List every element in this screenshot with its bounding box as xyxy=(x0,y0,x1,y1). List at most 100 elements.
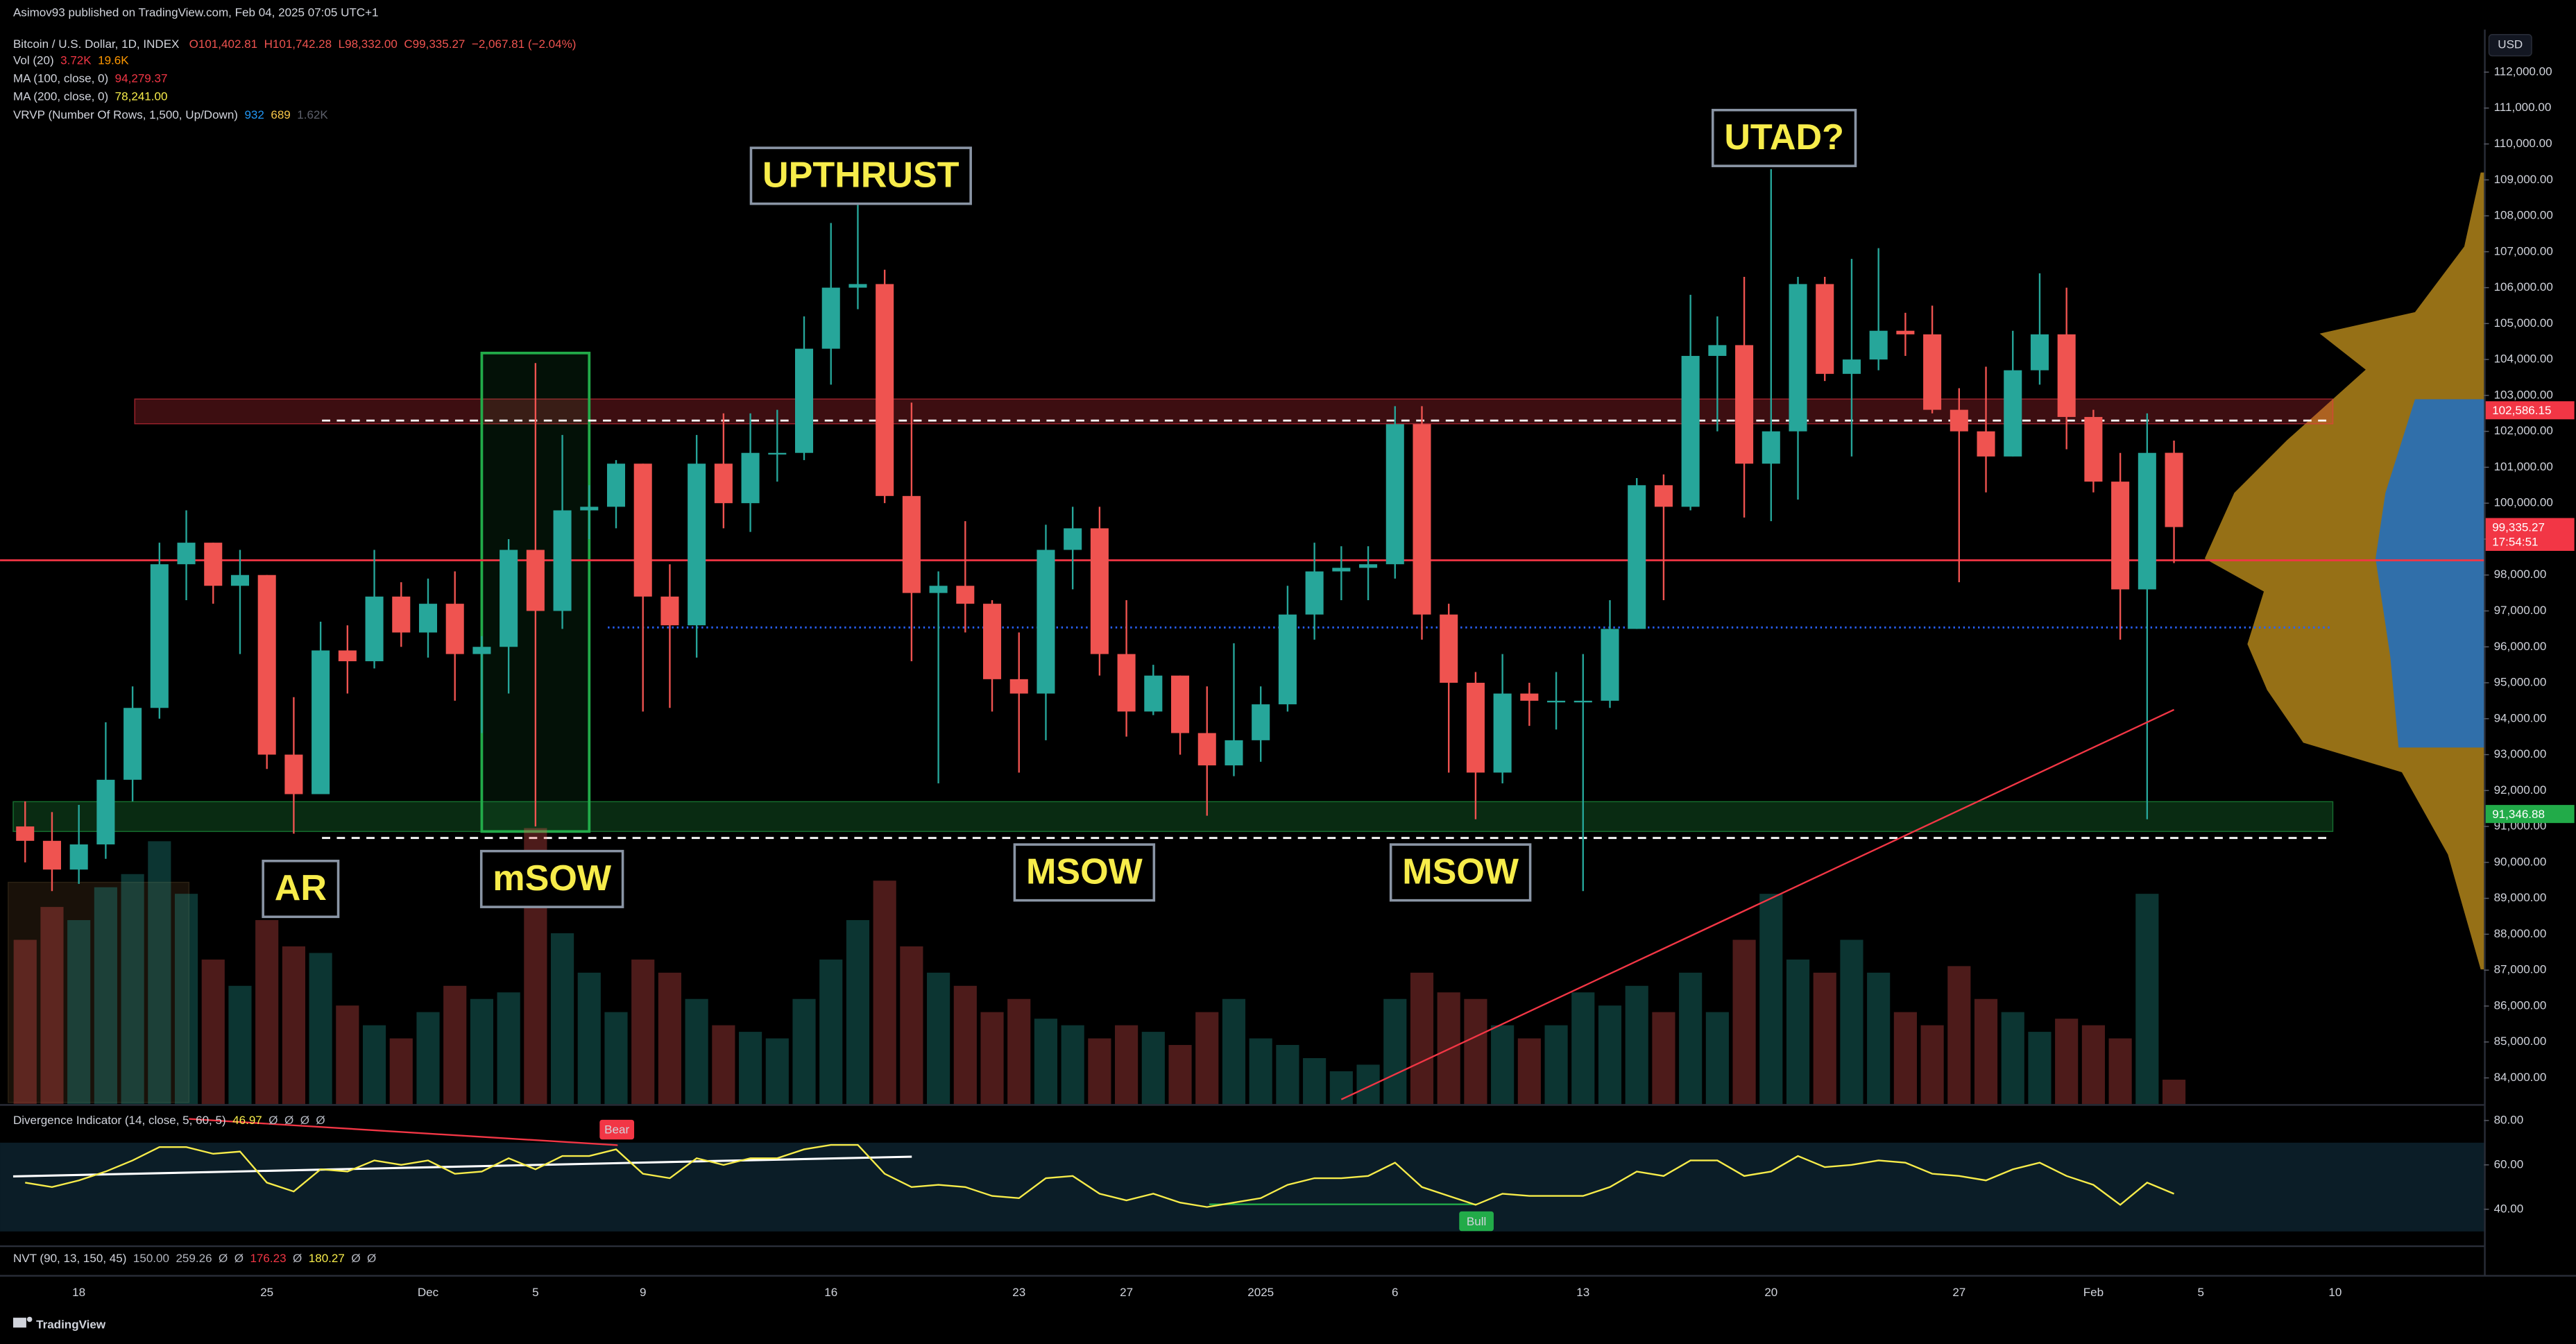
candle-body xyxy=(1440,614,1458,683)
y-tick-label: 95,000.00 xyxy=(2494,676,2547,689)
candle-body xyxy=(1869,330,1888,360)
candle-body xyxy=(956,586,975,604)
volume-bar xyxy=(2081,1025,2105,1105)
volume-bar xyxy=(1168,1045,1192,1105)
annotation: AR xyxy=(275,868,327,908)
candle-body xyxy=(794,348,814,453)
study-value: 259.26 xyxy=(176,1251,212,1264)
candle-body xyxy=(1789,284,1807,432)
oscillator-legend: Divergence Indicator (14, close, 5, 60, … xyxy=(13,1113,325,1126)
volume-bar xyxy=(1544,1025,1568,1105)
study-value: 176.23 xyxy=(250,1251,286,1264)
axes: 84,000.00 85,000.00 86,000.00 87,000.00 88,0… xyxy=(72,65,2575,1299)
x-tick-label: Feb xyxy=(2083,1286,2104,1299)
y-tick-label: 93,000.00 xyxy=(2494,747,2547,760)
annotation: MSOW xyxy=(1402,852,1519,892)
study-value: 19.6K xyxy=(98,53,129,67)
volume-bar xyxy=(550,933,574,1105)
annotation: UPTHRUST xyxy=(762,155,959,196)
annotation: MSOW xyxy=(1026,852,1143,892)
candle-body xyxy=(1009,679,1028,694)
volume-bar xyxy=(953,985,977,1105)
study-value: 46.97 xyxy=(232,1113,262,1126)
study-value: 94,279.37 xyxy=(115,71,168,85)
y-tick-label: 40.00 xyxy=(2494,1202,2524,1215)
y-tick-label: 87,000.00 xyxy=(2494,963,2547,976)
candle-body xyxy=(526,550,545,611)
y-tick-label: 104,000.00 xyxy=(2494,352,2553,366)
volume-bar xyxy=(900,946,923,1105)
candle-body xyxy=(902,495,921,593)
y-tick-label: 107,000.00 xyxy=(2494,244,2553,257)
y-tick-label: 101,000.00 xyxy=(2494,460,2553,473)
candle-body xyxy=(16,826,35,841)
candle-body xyxy=(633,463,652,597)
candle-body xyxy=(230,575,249,586)
candle-body xyxy=(1197,733,1216,766)
y-tick-label: 100,000.00 xyxy=(2494,496,2553,509)
candle-body xyxy=(1252,704,1270,740)
x-tick-label: 5 xyxy=(2198,1286,2204,1299)
volume-bar xyxy=(2135,894,2159,1105)
annotation: mSOW xyxy=(493,858,612,899)
candle-body xyxy=(257,575,276,755)
study-value: 78,241.00 xyxy=(115,90,168,103)
candle-body xyxy=(1520,693,1539,701)
zone xyxy=(134,398,2334,425)
volume-bar xyxy=(1652,1012,1675,1105)
candle-body xyxy=(1117,654,1136,712)
volume-bar xyxy=(443,985,467,1105)
candle-body xyxy=(1359,564,1378,568)
volume-bar xyxy=(658,972,682,1105)
candle-body xyxy=(1144,675,1163,712)
volume-bar xyxy=(1303,1057,1327,1105)
volume-bar xyxy=(1249,1038,1272,1105)
volume-bar xyxy=(1276,1045,1299,1105)
candle-body xyxy=(1064,528,1082,550)
study-legend: Vol (20) 3.72K 19.6K xyxy=(13,53,129,67)
volume-bar xyxy=(2108,1038,2132,1105)
volume-bar xyxy=(2162,1080,2186,1105)
ohlc-value: O101,402.81 xyxy=(189,37,258,50)
volume-bar xyxy=(1517,1038,1541,1105)
study-legend: MA (100, close, 0) 94,279.37 xyxy=(13,71,168,85)
study-value: 932 xyxy=(244,108,264,121)
volume-bar xyxy=(1840,939,1863,1105)
study-value: 689 xyxy=(271,108,290,121)
y-tick-label: 96,000.00 xyxy=(2494,640,2547,653)
volume-bar xyxy=(1920,1025,1944,1105)
volume-bar xyxy=(2001,1012,2024,1105)
x-tick-label: 16 xyxy=(824,1286,837,1299)
x-tick-label: 20 xyxy=(1764,1286,1777,1299)
value-area xyxy=(2375,399,2484,748)
candle-body xyxy=(204,543,223,586)
candle-body xyxy=(2004,370,2022,457)
candle-body xyxy=(2111,482,2130,590)
candle-body xyxy=(1896,330,1915,334)
volume-bar xyxy=(94,887,117,1105)
volume-profile xyxy=(2204,172,2484,970)
volume-bar xyxy=(174,894,198,1105)
candle-body xyxy=(553,510,572,611)
volume-bar xyxy=(1759,894,1783,1105)
volume-bar xyxy=(980,1012,1004,1105)
candle-body xyxy=(1923,334,1942,410)
volume-bar xyxy=(497,992,520,1105)
volume-bar xyxy=(1464,998,1487,1105)
volume-bar xyxy=(389,1038,413,1105)
volume-bar xyxy=(1222,998,1246,1105)
volume-bar xyxy=(1625,985,1648,1105)
x-tick-label: 5 xyxy=(532,1286,538,1299)
annotation-box xyxy=(749,146,972,205)
signal-label: Bear xyxy=(604,1123,629,1137)
candle-body xyxy=(1681,355,1700,507)
price-pane xyxy=(0,169,2484,1105)
candle-body xyxy=(1305,571,1324,615)
ohlc-value: H101,742.28 xyxy=(264,37,332,50)
candle-body xyxy=(1090,528,1109,654)
candle-body xyxy=(312,650,330,794)
y-tick-label: 89,000.00 xyxy=(2494,891,2547,904)
y-tick-label: 80.00 xyxy=(2494,1113,2524,1126)
volume-bar xyxy=(228,985,252,1105)
candle-body xyxy=(1654,485,1673,507)
